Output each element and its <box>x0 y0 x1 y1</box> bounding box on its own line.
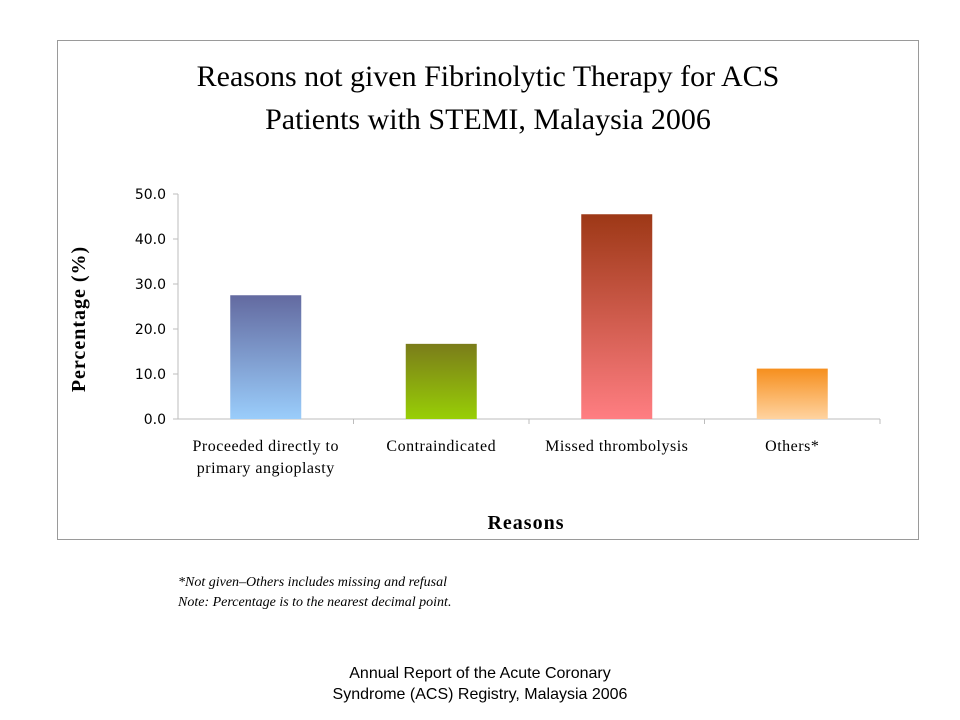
x-tick-label: Contraindicated <box>386 438 496 455</box>
bar-3 <box>581 214 653 419</box>
footnote-percentage: Note: Percentage is to the nearest decim… <box>178 595 452 610</box>
bar-4 <box>756 368 828 419</box>
x-axis-title: Reasons <box>487 512 564 534</box>
y-tick-label: 20.0 <box>135 322 166 338</box>
footer-line-2: Syndrome (ACS) Registry, Malaysia 2006 <box>332 686 628 703</box>
x-tick-label: Proceeded directly to <box>193 438 339 455</box>
chart-frame: Reasons not given Fibrinolytic Therapy f… <box>57 40 919 540</box>
chart-title-line-1: Reasons not given Fibrinolytic Therapy f… <box>197 60 780 93</box>
y-tick-label: 10.0 <box>135 367 166 383</box>
footnotes: *Not given–Others includes missing and r… <box>178 573 678 613</box>
y-tick-label: 0.0 <box>144 412 166 428</box>
x-tick-label: primary angioplasty <box>197 460 335 477</box>
y-tick-label: 40.0 <box>135 232 166 248</box>
x-tick-labels: Proceeded directly to primary angioplasty… <box>193 438 819 477</box>
bar-1 <box>230 295 302 419</box>
footer-line-1: Annual Report of the Acute Coronary <box>349 665 611 682</box>
chart-title-line-2: Patients with STEMI, Malaysia 2006 <box>265 103 711 136</box>
y-axis: 0.0 10.0 20.0 30.0 40.0 50.0 <box>135 187 179 428</box>
slide-footer: Annual Report of the Acute Coronary Synd… <box>230 663 730 705</box>
x-tick-label: Others* <box>765 438 819 455</box>
y-axis-title: Percentage (%) <box>68 246 90 392</box>
footnote-others: *Not given–Others includes missing and r… <box>178 575 447 590</box>
bar-2 <box>405 343 477 419</box>
bar-chart: Reasons not given Fibrinolytic Therapy f… <box>68 60 881 534</box>
y-tick-label: 30.0 <box>135 277 166 293</box>
x-tick-label: Missed thrombolysis <box>545 438 688 455</box>
bars <box>230 214 828 419</box>
x-axis <box>178 418 881 424</box>
y-tick-label: 50.0 <box>135 187 166 203</box>
